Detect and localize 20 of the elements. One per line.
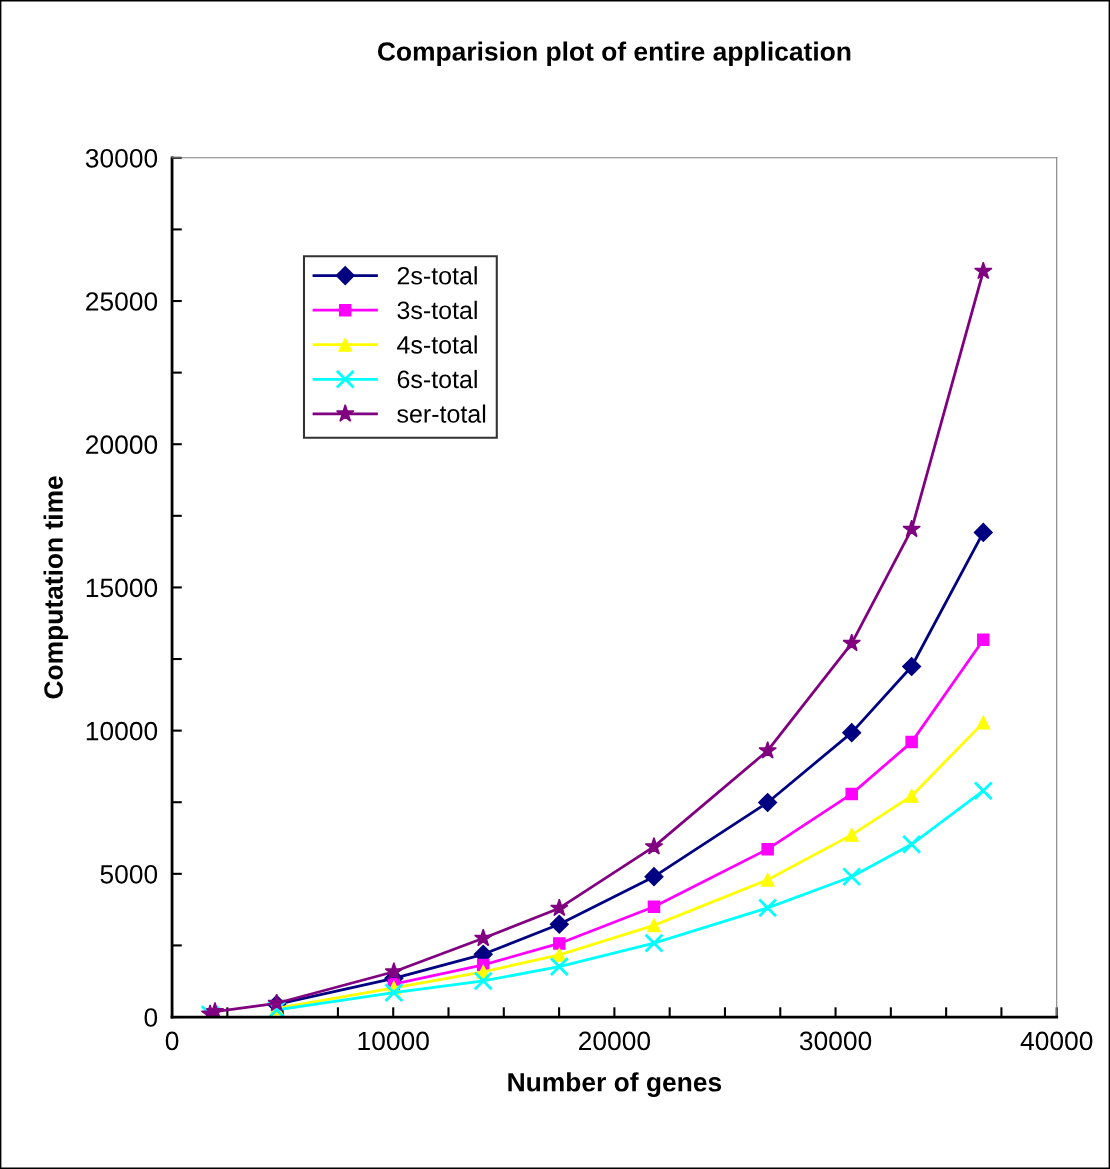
y-tick-label: 30000	[85, 148, 158, 168]
y-axis-title: Computation time	[43, 476, 69, 699]
y-tick-label: 20000	[86, 435, 158, 455]
x-axis-title: Number of genes	[508, 1072, 722, 1097]
y-tick-label: 5000	[100, 864, 158, 884]
x-tick-label: 20000	[579, 1031, 651, 1051]
legend-label: 2s-total	[397, 266, 477, 285]
y-tick-label: 10000	[86, 721, 158, 741]
y-tick-label: 25000	[86, 292, 158, 311]
x-tick-label: 40000	[1020, 1031, 1093, 1051]
y-tick-label: 15000	[86, 578, 158, 598]
chart-title: Comparision plot of entire application	[377, 41, 851, 67]
y-tick-label: 0	[144, 1008, 158, 1027]
x-tick-label: 30000	[799, 1031, 872, 1051]
legend-label: ser-total	[397, 404, 486, 423]
x-tick-label: 0	[165, 1031, 179, 1051]
legend-label: 3s-total	[397, 300, 477, 320]
legend-label: 4s-total	[397, 335, 477, 354]
legend-label: 6s-total	[397, 369, 477, 389]
x-tick-label: 10000	[358, 1031, 429, 1051]
